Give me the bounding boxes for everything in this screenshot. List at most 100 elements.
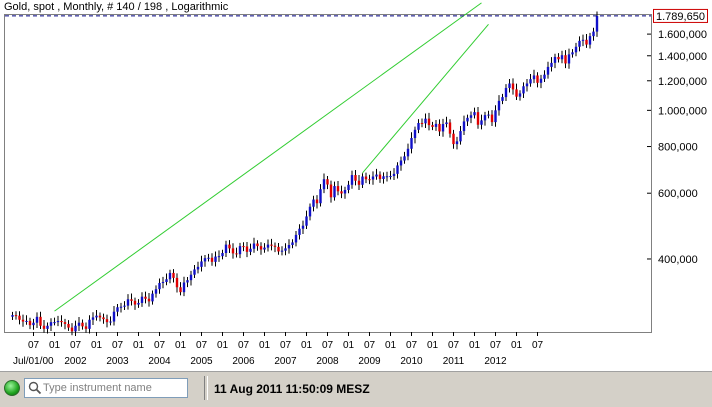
instrument-name-input[interactable] bbox=[43, 380, 185, 396]
candle-body bbox=[511, 83, 515, 90]
candle-body bbox=[172, 272, 175, 278]
candle-body bbox=[361, 176, 364, 185]
candle-body bbox=[539, 78, 543, 83]
candle-body bbox=[126, 299, 130, 306]
candle-body bbox=[196, 266, 200, 270]
candle-body bbox=[347, 184, 350, 190]
x-year-label: 2006 bbox=[232, 356, 255, 367]
candle-body bbox=[112, 311, 116, 322]
candle-body bbox=[368, 179, 371, 181]
candle-body bbox=[501, 97, 504, 101]
candle-body bbox=[504, 87, 508, 98]
x-month-label: 01 bbox=[49, 340, 61, 351]
candle-body bbox=[130, 299, 133, 301]
candle-body bbox=[434, 123, 438, 127]
x-month-label: 01 bbox=[91, 340, 103, 351]
x-month-label: 01 bbox=[301, 340, 313, 351]
candle-body bbox=[147, 298, 151, 302]
trend-line-upper[interactable] bbox=[54, 2, 482, 312]
candle-body bbox=[595, 15, 599, 32]
candle-body bbox=[417, 122, 420, 130]
x-year-label: 2007 bbox=[274, 356, 297, 367]
x-month-label: 07 bbox=[70, 340, 82, 351]
plot-area[interactable] bbox=[4, 14, 652, 333]
candle-body bbox=[280, 250, 284, 252]
candle-body bbox=[427, 118, 431, 126]
trend-line-lower[interactable] bbox=[362, 23, 489, 174]
x-month-label: 07 bbox=[322, 340, 334, 351]
candle-body bbox=[529, 79, 532, 84]
candle-body bbox=[406, 148, 410, 157]
candle-body bbox=[396, 165, 399, 174]
current-price-box bbox=[653, 8, 708, 23]
candle-body bbox=[305, 216, 308, 226]
candle-body bbox=[298, 228, 301, 235]
candle-body bbox=[287, 244, 291, 249]
x-year-label: 2009 bbox=[358, 356, 381, 367]
candle-body bbox=[424, 118, 427, 124]
candle-body bbox=[116, 307, 119, 312]
x-month-label: 01 bbox=[343, 340, 355, 351]
candle-body bbox=[49, 322, 53, 326]
candle-body bbox=[256, 243, 259, 247]
candle-body bbox=[385, 176, 389, 178]
candle-body bbox=[144, 296, 147, 299]
candle-body bbox=[312, 199, 315, 207]
x-month-label: 01 bbox=[427, 340, 439, 351]
chart-title: Gold, spot , Monthly, # 140 / 198 , Loga… bbox=[4, 1, 229, 13]
candle-body bbox=[200, 261, 203, 267]
candle-body bbox=[273, 245, 277, 247]
candle-body bbox=[473, 112, 476, 116]
candle-body bbox=[291, 242, 294, 245]
candle-body bbox=[123, 305, 126, 307]
candle-body bbox=[53, 322, 56, 324]
candle-body bbox=[483, 115, 487, 121]
x-month-label: 01 bbox=[217, 340, 229, 351]
status-bar: 11 Aug 2011 11:50:09 MESZ bbox=[0, 371, 712, 407]
y-tick-label: 1.200,000 bbox=[658, 76, 707, 88]
candle-body bbox=[557, 56, 560, 60]
candle-body bbox=[28, 320, 32, 326]
candle-body bbox=[119, 306, 123, 308]
candle-body bbox=[224, 244, 228, 254]
candle-body bbox=[109, 321, 112, 323]
candle-body bbox=[84, 326, 88, 329]
candle-body bbox=[462, 121, 466, 132]
candle-body bbox=[438, 123, 441, 132]
candle-body bbox=[252, 243, 256, 249]
candle-body bbox=[466, 117, 469, 122]
candle-body bbox=[140, 296, 144, 303]
candle-body bbox=[578, 40, 581, 47]
candle-body bbox=[480, 120, 483, 125]
x-year-label: 2012 bbox=[484, 356, 507, 367]
candle-body bbox=[494, 110, 497, 123]
x-year-label: 2002 bbox=[64, 356, 87, 367]
price-chart[interactable]: 1.600,000 1.400,000 1.200,000 1.000,000 800,… bbox=[0, 0, 712, 371]
candle-body bbox=[67, 323, 70, 328]
candle-body bbox=[95, 315, 98, 318]
candles bbox=[11, 11, 599, 336]
candle-body bbox=[193, 269, 196, 275]
candle-body bbox=[301, 225, 305, 229]
connection-status-icon bbox=[4, 380, 20, 396]
candle-body bbox=[546, 66, 550, 75]
candle-body bbox=[81, 322, 84, 327]
candle-body bbox=[137, 302, 140, 305]
x-month-label: 01 bbox=[133, 340, 145, 351]
x-month-label: 07 bbox=[448, 340, 460, 351]
candle-body bbox=[343, 189, 347, 194]
candle-body bbox=[214, 256, 217, 262]
candle-body bbox=[235, 253, 238, 255]
x-month-label: 01 bbox=[511, 340, 523, 351]
candle-body bbox=[525, 83, 529, 87]
candle-body bbox=[207, 257, 210, 259]
candle-body bbox=[508, 83, 511, 88]
candle-body bbox=[266, 244, 270, 248]
candle-body bbox=[102, 317, 105, 320]
candle-body bbox=[592, 31, 595, 37]
instrument-search-box[interactable] bbox=[24, 378, 188, 398]
candle-body bbox=[469, 115, 473, 118]
candle-body bbox=[308, 206, 312, 217]
candle-body bbox=[455, 141, 459, 145]
candle-body bbox=[11, 315, 14, 317]
